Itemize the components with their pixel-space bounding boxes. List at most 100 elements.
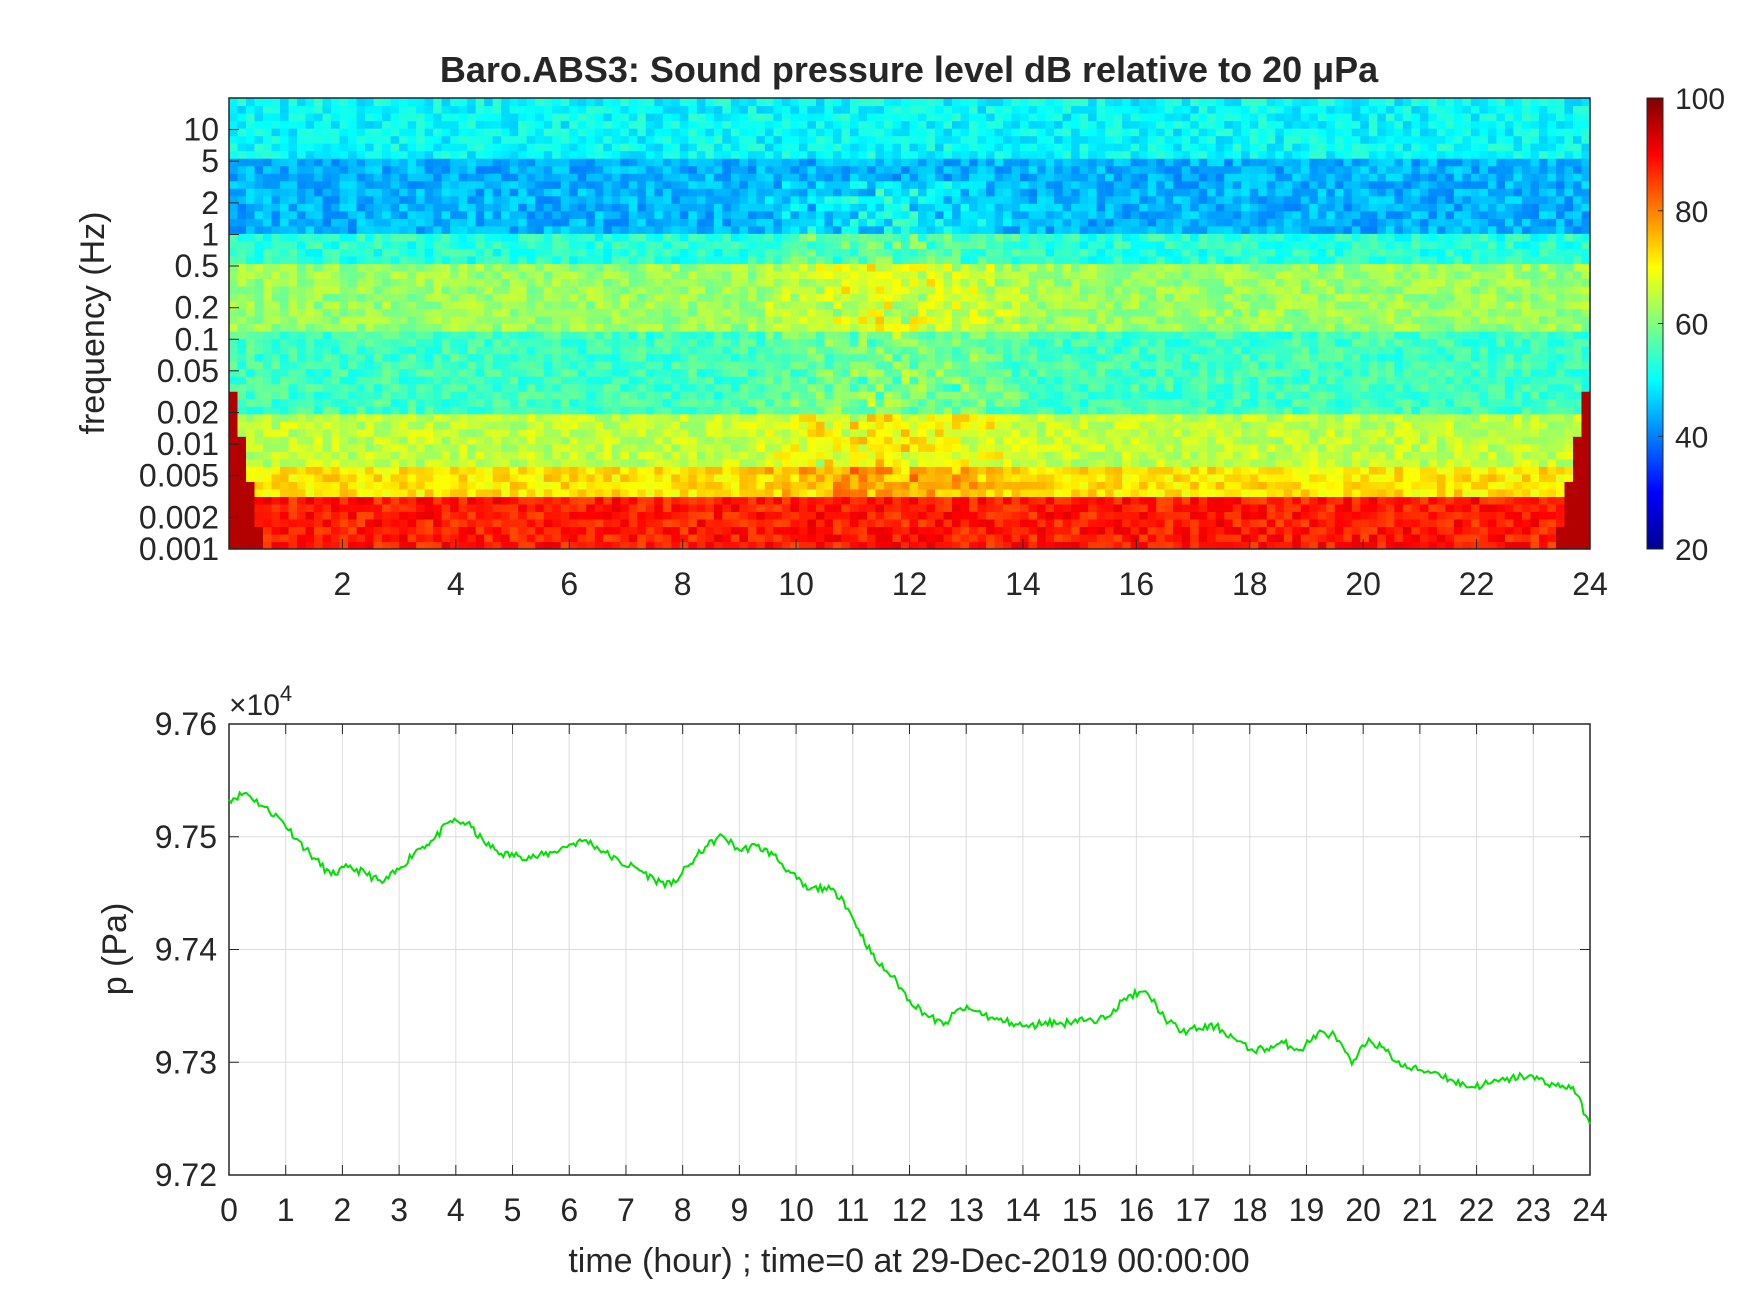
spectrogram-cell <box>713 105 723 114</box>
spectrogram-cell <box>798 338 809 347</box>
spectrogram-cell <box>263 255 273 264</box>
spectrogram-cell <box>688 323 698 332</box>
spectrogram-cell <box>339 533 349 543</box>
spectrogram-cell <box>594 270 604 279</box>
spectrogram-cell <box>280 233 290 242</box>
spectrogram-cell <box>722 158 732 167</box>
spectrogram-cell <box>773 526 783 535</box>
spectrogram-cell <box>705 180 715 189</box>
spectrogram-cell <box>246 135 256 144</box>
spectrogram-cell <box>773 150 783 159</box>
spectrogram-cell <box>739 195 749 204</box>
spectrogram-cell <box>756 346 766 355</box>
spectrogram-cell <box>586 353 596 362</box>
spectrogram-cell <box>373 158 383 167</box>
spectrogram-cell <box>824 255 834 264</box>
spectrogram-cell <box>560 451 570 460</box>
spectrogram-cell <box>688 406 698 415</box>
spectrogram-cell <box>688 315 698 325</box>
spectrogram-cell <box>918 406 928 415</box>
spectrogram-cell <box>747 135 757 144</box>
spectrogram-cell <box>305 113 315 122</box>
spectrogram-cell <box>645 285 655 295</box>
spectrogram-cell <box>407 413 417 422</box>
spectrogram-cell <box>390 180 400 189</box>
spectrogram-cell <box>271 428 281 437</box>
spectrogram-cell <box>892 473 902 482</box>
spectrogram-cell <box>773 428 783 437</box>
spectrogram-cell <box>730 113 740 122</box>
spectrogram-cell <box>407 526 417 535</box>
spectrogram-cell <box>577 210 587 219</box>
spectrogram-cell <box>433 158 443 167</box>
spectrogram-cell <box>730 413 740 422</box>
spectrogram-cell <box>722 240 732 249</box>
spectrogram-cell <box>263 180 273 189</box>
spectrogram-cell <box>365 308 375 317</box>
spectrogram-cell <box>696 466 706 475</box>
spectrogram-cell <box>509 135 519 144</box>
spectrogram-cell <box>747 338 757 347</box>
spectrogram-cell <box>382 248 392 257</box>
spectrogram-cell <box>348 503 358 513</box>
spectrogram-cell <box>866 346 877 355</box>
spectrogram-cell <box>841 233 851 242</box>
spectrogram-cell <box>900 263 911 272</box>
spectrogram-cell <box>297 210 307 219</box>
spectrogram-cell <box>832 428 843 437</box>
spectrogram-cell <box>739 233 749 242</box>
spectrogram-cell <box>577 346 587 355</box>
spectrogram-cell <box>254 496 264 505</box>
spectrogram-cell <box>773 218 783 227</box>
spectrogram-cell <box>935 466 945 475</box>
spectrogram-cell <box>246 323 256 332</box>
spectrogram-cell <box>416 436 426 445</box>
spectrogram-cell <box>918 443 928 452</box>
spectrogram-cell <box>373 248 383 257</box>
spectrogram-cell <box>807 195 817 204</box>
spectrogram-cell <box>543 383 553 392</box>
spectrogram-cell <box>671 481 681 490</box>
spectrogram-cell <box>407 458 417 467</box>
spectrogram-cell <box>373 361 383 370</box>
spectrogram-cell <box>628 158 638 167</box>
spectrogram-cell <box>790 218 800 227</box>
spectrogram-cell <box>594 165 604 174</box>
spectrogram-cell <box>569 315 579 325</box>
spectrogram-cell <box>875 293 885 302</box>
spectrogram-cell <box>654 308 664 317</box>
spectrogram-cell <box>688 346 698 355</box>
spectrogram-cell <box>688 413 698 422</box>
spectrogram-cell <box>288 98 298 107</box>
spectrogram-cell <box>747 105 757 114</box>
spectrogram-cell <box>271 158 281 167</box>
spectrogram-cell <box>475 293 485 302</box>
spectrogram-cell <box>501 270 511 279</box>
spectrogram-cell <box>348 158 358 167</box>
spectrogram-cell <box>560 526 570 535</box>
spectrogram-cell <box>730 210 740 219</box>
spectrogram-cell <box>577 443 587 452</box>
spectrogram-cell <box>713 285 723 295</box>
spectrogram-cell <box>560 143 570 152</box>
spectrogram-cell <box>705 331 715 340</box>
spectrogram-cell <box>314 398 324 407</box>
spectrogram-cell <box>373 165 383 174</box>
spectrogram-cell <box>552 413 562 422</box>
spectrogram-cell <box>858 323 868 332</box>
spectrogram-cell <box>654 338 664 347</box>
spectrogram-cell <box>620 451 630 460</box>
spectrogram-cell <box>739 443 749 452</box>
spectrogram-cell <box>424 473 434 482</box>
spectrogram-cell <box>603 203 613 212</box>
spectrogram-cell <box>756 203 766 212</box>
spectrogram-cell <box>730 143 740 152</box>
spectrogram-cell <box>416 285 426 295</box>
spectrogram-cell <box>832 263 843 272</box>
spectrogram-cell <box>909 376 919 385</box>
spectrogram-cell <box>484 541 494 549</box>
spectrogram-cell <box>382 120 392 129</box>
spectrogram-cell <box>254 158 264 167</box>
spectrogram-cell <box>297 338 307 347</box>
spectrogram-cell <box>849 488 860 497</box>
